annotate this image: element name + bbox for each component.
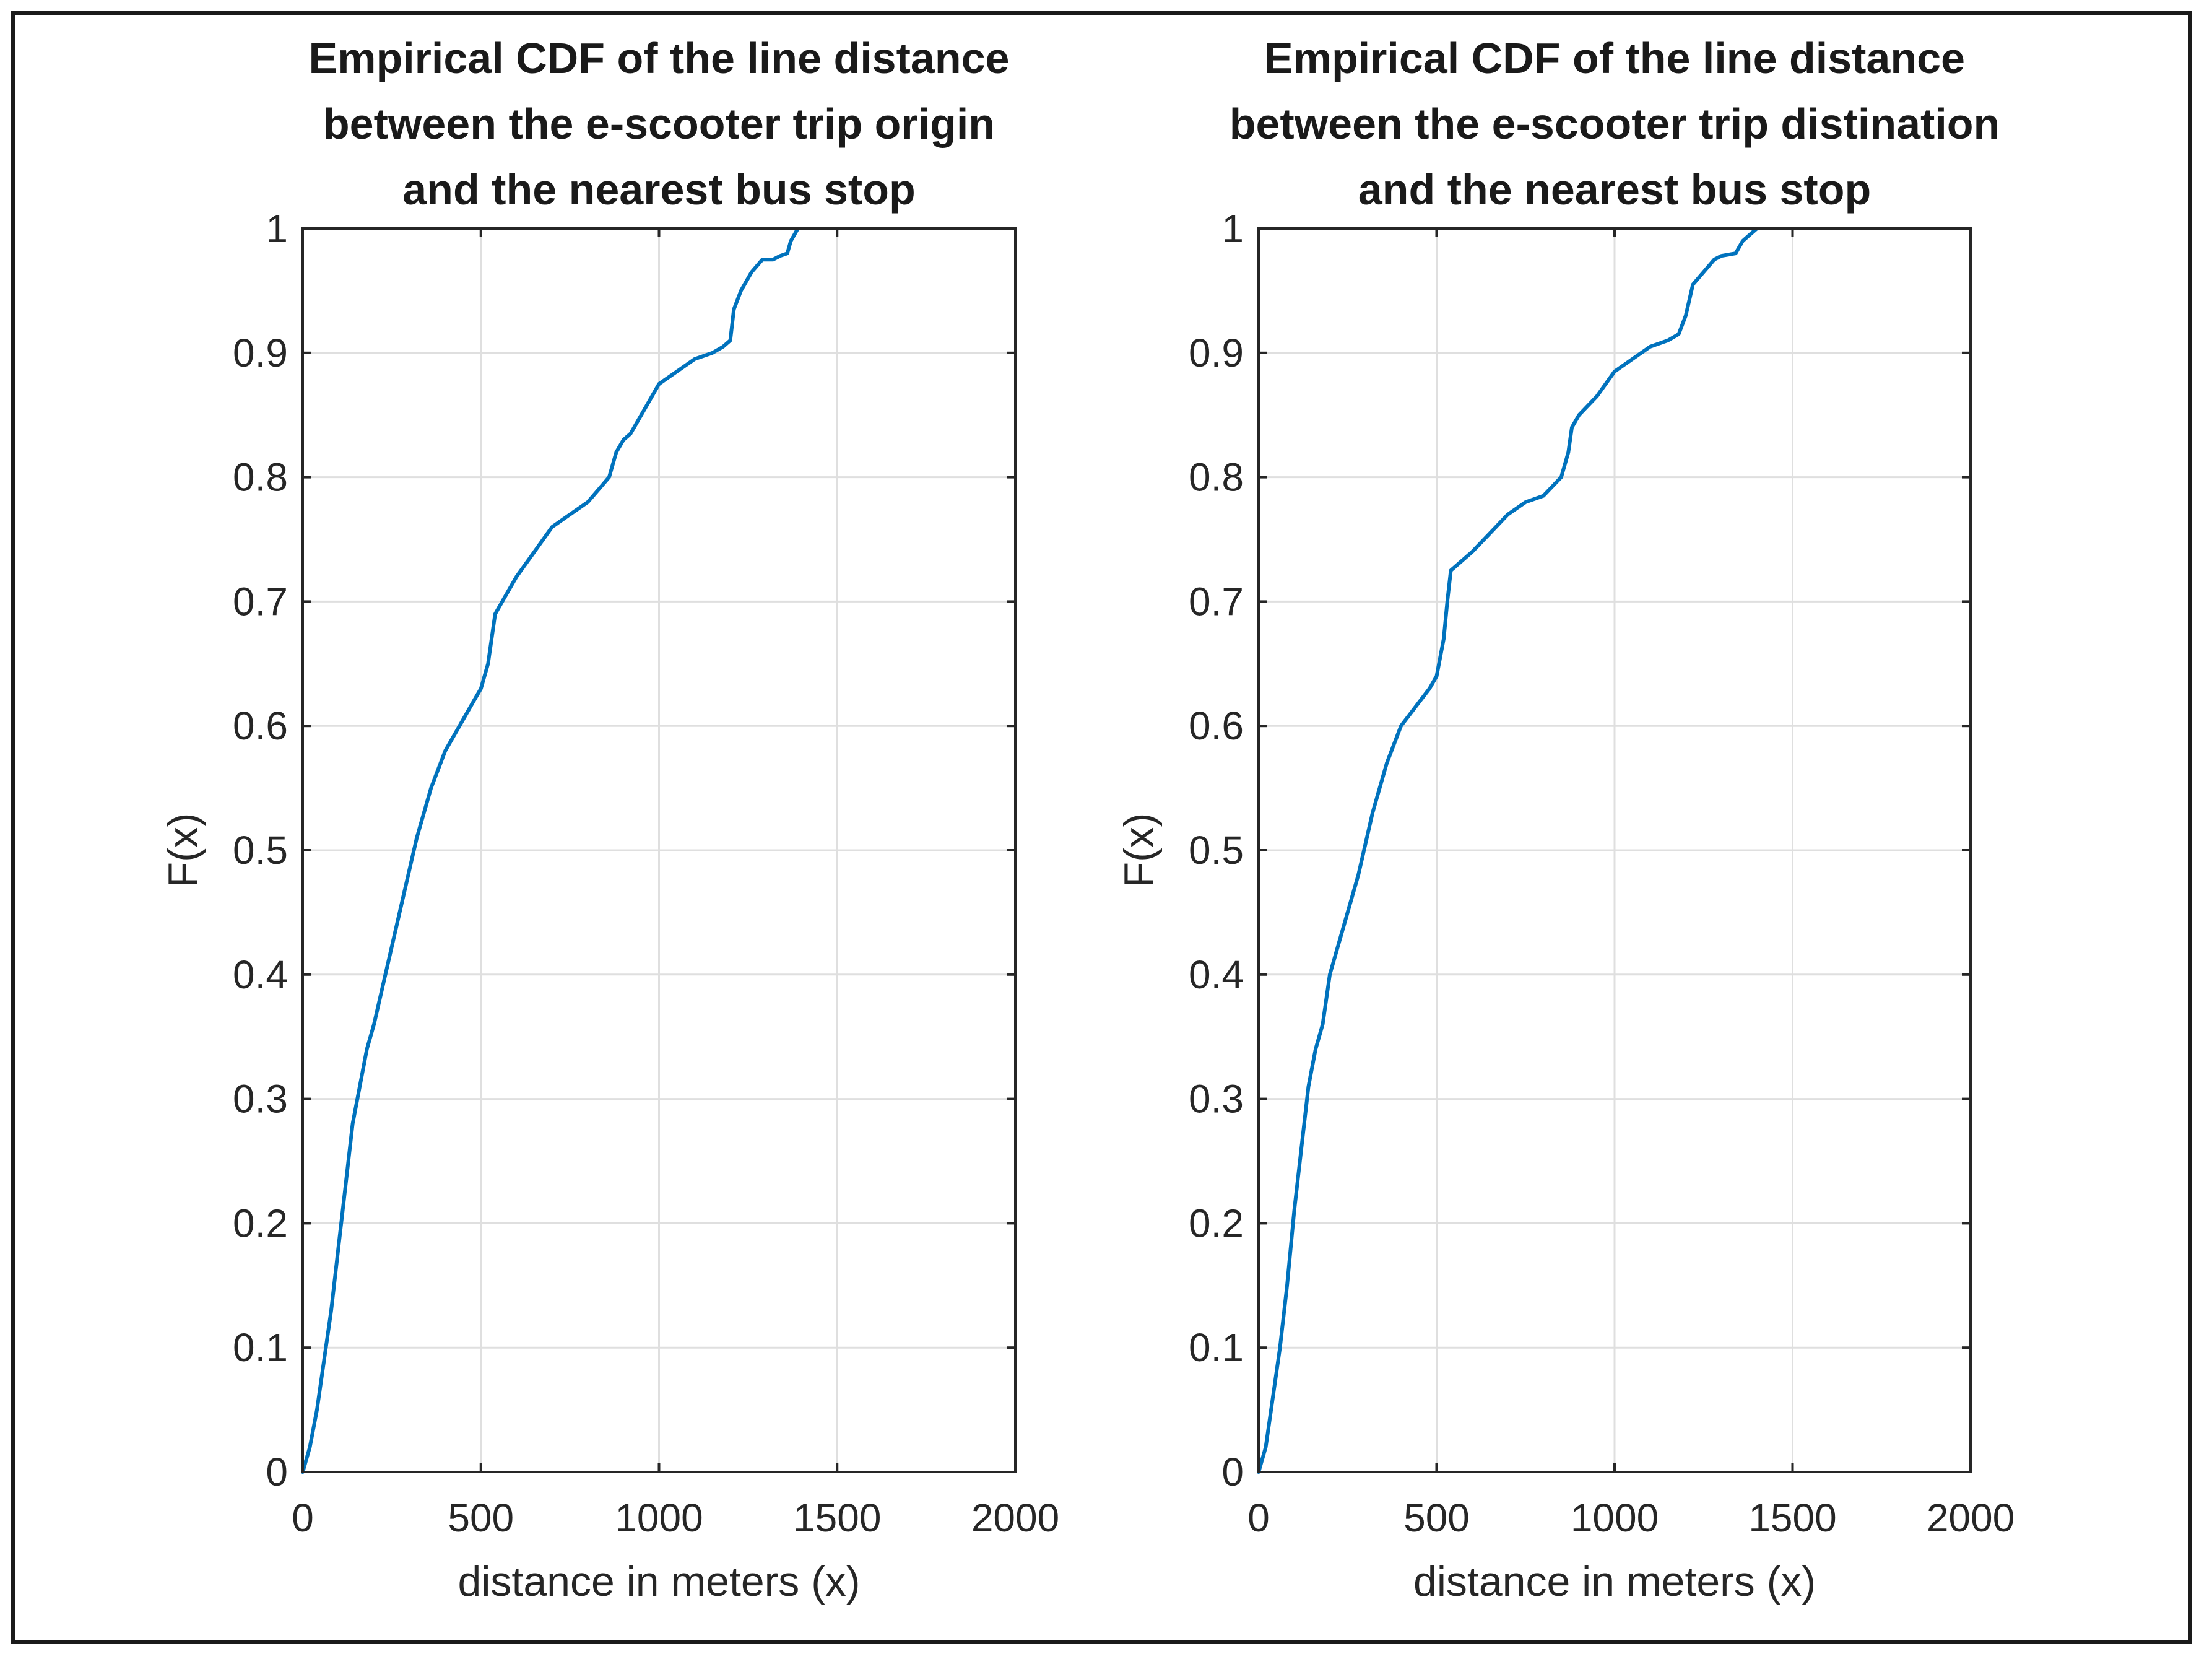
x-tick-label: 1500: [793, 1496, 881, 1540]
x-tick-label: 500: [1403, 1496, 1470, 1540]
y-tick-label: 1: [1221, 206, 1244, 251]
x-tick-label: 1000: [1571, 1496, 1659, 1540]
y-tick-label: 0.5: [1189, 828, 1244, 873]
ecdf-line: [1257, 227, 1972, 1474]
y-tick-label: 0.1: [1189, 1325, 1244, 1370]
y-tick-label: 0.2: [1189, 1201, 1244, 1245]
y-tick-label: 0: [266, 1450, 288, 1494]
y-tick-label: 0: [1221, 1450, 1244, 1494]
y-tick-label: 0.4: [233, 952, 288, 997]
chart-panel-right: 0 500 1000 1500 2000 0 0.1 0.2 0.3 0.4 0.5 0.6 0.7 0.…: [1116, 34, 2015, 1605]
y-axis-label: F(x): [1116, 813, 1163, 888]
x-axis-label: distance in meters (x): [1413, 1558, 1816, 1605]
y-tick-label: 0.3: [233, 1077, 288, 1121]
x-tick-label: 1500: [1748, 1496, 1836, 1540]
chart-panel-left: 0 500 1000 1500 2000 0 0.1 0.2 0.3 0.4 0.5 0.6 0.7 0.…: [160, 34, 1059, 1605]
y-tick-label: 0.7: [233, 579, 288, 624]
y-tick-label: 0.8: [233, 455, 288, 500]
y-tick-label: 0.3: [1189, 1077, 1244, 1121]
chart-title-line: Empirical CDF of the line distance: [1264, 34, 1965, 82]
x-tick-label: 0: [1247, 1496, 1270, 1540]
chart-title-line: between the e-scooter trip origin: [323, 100, 995, 148]
x-tick-label: 500: [448, 1496, 514, 1540]
y-tick-label: 0.2: [233, 1201, 288, 1245]
y-axis-label: F(x): [160, 813, 207, 888]
y-tick-label: 0.6: [1189, 703, 1244, 748]
chart-title-line: and the nearest bus stop: [1358, 165, 1871, 214]
y-tick-label: 0.8: [1189, 455, 1244, 500]
x-tick-label: 0: [292, 1496, 314, 1540]
chart-title-line: Empirical CDF of the line distance: [309, 34, 1010, 82]
y-tick-label: 0.6: [233, 703, 288, 748]
y-tick-label: 0.4: [1189, 952, 1244, 997]
x-tick-label: 2000: [971, 1496, 1059, 1540]
x-axis-label: distance in meters (x): [458, 1558, 861, 1605]
x-tick-label: 2000: [1927, 1496, 2015, 1540]
y-tick-label: 0.7: [1189, 579, 1244, 624]
chart-title-line: between the e-scooter trip distination: [1230, 100, 2000, 148]
y-tick-label: 0.9: [233, 331, 288, 375]
y-tick-label: 0.1: [233, 1325, 288, 1370]
chart-title-line: and the nearest bus stop: [402, 165, 915, 214]
ecdf-line: [301, 227, 1017, 1474]
y-tick-label: 1: [266, 206, 288, 251]
x-tick-label: 1000: [615, 1496, 703, 1540]
y-tick-label: 0.9: [1189, 331, 1244, 375]
y-tick-label: 0.5: [233, 828, 288, 873]
